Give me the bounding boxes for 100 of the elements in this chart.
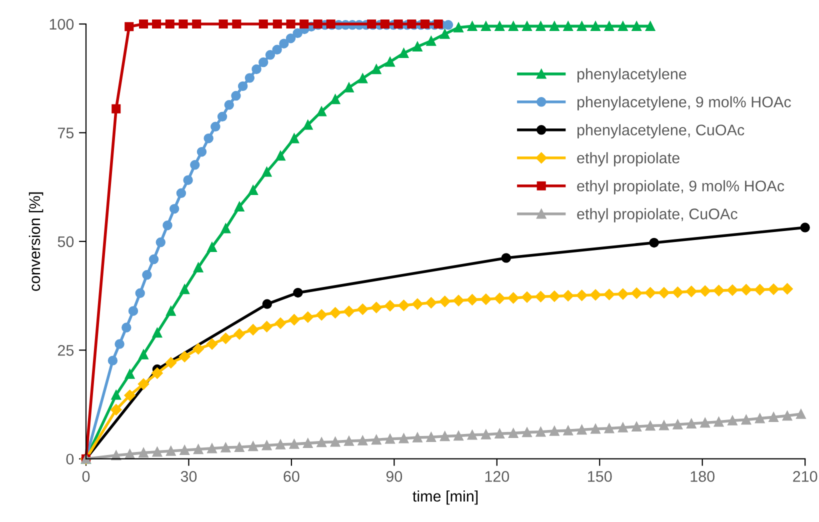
point: [162, 220, 172, 230]
point: [372, 434, 382, 445]
point: [248, 441, 258, 452]
point: [183, 175, 193, 185]
point: [466, 294, 478, 306]
point: [800, 222, 810, 232]
point: [508, 428, 518, 438]
point: [204, 134, 214, 144]
point: [631, 288, 642, 299]
point: [316, 106, 326, 116]
point: [536, 21, 546, 32]
point: [590, 21, 600, 32]
point: [207, 444, 217, 454]
point: [494, 428, 504, 438]
point: [192, 20, 202, 29]
point: [426, 297, 437, 308]
point: [796, 409, 806, 419]
point: [434, 20, 443, 29]
x-tick-label: 210: [793, 471, 818, 482]
point: [548, 290, 560, 302]
point: [207, 242, 217, 252]
point: [165, 357, 177, 368]
point: [358, 74, 368, 84]
point: [645, 420, 656, 431]
point: [535, 291, 546, 302]
point: [152, 328, 162, 338]
point: [279, 38, 289, 48]
point: [604, 21, 614, 32]
point: [454, 22, 464, 32]
point: [196, 146, 207, 157]
point: [220, 332, 232, 344]
point: [262, 166, 272, 177]
point: [398, 434, 409, 444]
point: [372, 64, 382, 74]
point: [128, 306, 138, 316]
point: [217, 112, 228, 122]
x-tick-label: 30: [180, 471, 197, 482]
point: [258, 57, 268, 68]
point: [728, 416, 738, 426]
point: [206, 338, 218, 350]
point: [590, 424, 600, 434]
point: [700, 418, 710, 428]
point: [358, 436, 368, 446]
point: [300, 20, 309, 29]
point: [439, 296, 450, 308]
point: [292, 28, 302, 38]
legend-label: ethyl propiolate, 9 mol% HOAc: [577, 180, 784, 194]
point: [262, 299, 272, 309]
point: [420, 20, 430, 29]
point: [672, 420, 683, 430]
point: [454, 430, 464, 441]
point: [110, 404, 122, 416]
point: [142, 270, 152, 280]
point: [384, 300, 396, 312]
y-tick-label: 100: [50, 18, 74, 30]
point: [261, 321, 272, 332]
point: [604, 288, 615, 300]
point: [398, 48, 409, 58]
point: [248, 185, 258, 195]
point: [618, 422, 628, 432]
point: [562, 290, 574, 302]
x-tick-label: 0: [82, 471, 90, 482]
point: [272, 44, 282, 55]
point: [563, 21, 573, 32]
point: [122, 322, 132, 332]
point: [714, 417, 724, 427]
point: [604, 424, 614, 434]
point: [672, 286, 684, 298]
x-tick-label: 60: [284, 471, 300, 482]
point: [385, 434, 395, 444]
point: [180, 445, 190, 456]
point: [274, 318, 286, 329]
point: [244, 73, 255, 83]
point: [169, 204, 180, 214]
point: [394, 20, 403, 29]
point: [699, 285, 711, 297]
point: [288, 314, 300, 326]
point: [316, 437, 326, 448]
point: [303, 438, 313, 448]
point: [632, 422, 642, 432]
point: [179, 351, 190, 362]
point: [550, 426, 560, 436]
point: [645, 21, 656, 32]
point: [686, 286, 697, 298]
point: [156, 237, 166, 248]
point: [521, 291, 533, 303]
y-tick-label: 50: [58, 236, 74, 248]
point: [617, 288, 629, 300]
point: [536, 427, 546, 437]
point: [138, 378, 150, 390]
point: [644, 287, 656, 298]
point: [480, 294, 492, 305]
point: [303, 120, 313, 130]
point: [768, 284, 780, 295]
point: [576, 290, 588, 301]
point: [522, 427, 532, 438]
y-tick-label: 25: [58, 345, 74, 356]
point: [112, 104, 121, 114]
point: [481, 21, 491, 32]
point: [576, 424, 587, 435]
